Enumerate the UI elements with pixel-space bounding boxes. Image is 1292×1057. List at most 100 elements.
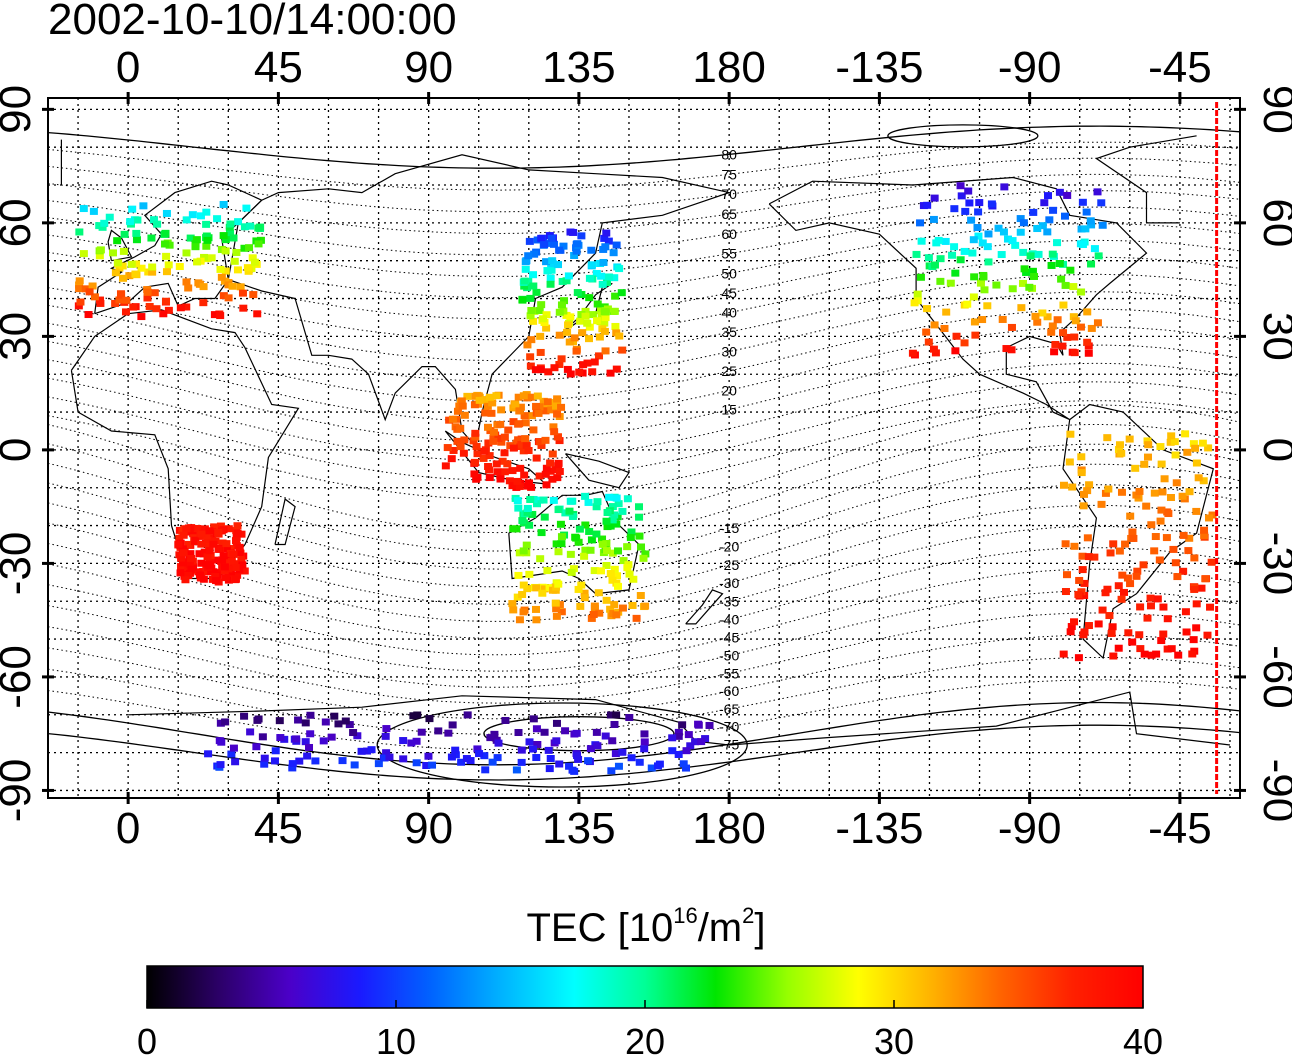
tec-point — [564, 321, 573, 329]
colorbar-title: TEC [1016/m2] — [0, 903, 1292, 950]
tec-point — [532, 725, 541, 733]
tec-point — [1157, 506, 1166, 514]
magnetic-latitude-line — [48, 273, 1240, 361]
tec-point — [233, 266, 242, 274]
tec-point — [227, 750, 236, 758]
tec-point — [1131, 464, 1140, 472]
tec-point — [1048, 250, 1057, 258]
tec-point — [153, 220, 162, 228]
tec-point — [549, 496, 558, 504]
tec-point — [960, 339, 969, 347]
tec-point — [212, 577, 221, 585]
tec-point — [243, 264, 252, 272]
tec-point — [532, 402, 541, 410]
tec-point — [113, 237, 122, 245]
tec-point — [75, 285, 84, 293]
tec-point — [182, 216, 191, 224]
tec-point — [219, 292, 228, 300]
bottom-lon-tick-label: 90 — [404, 804, 453, 853]
tec-point — [494, 434, 503, 442]
tec-point — [1189, 636, 1198, 644]
tec-point — [288, 760, 297, 768]
tec-point — [542, 464, 551, 472]
tec-point — [1058, 342, 1067, 350]
tec-point — [1181, 608, 1190, 616]
tec-point — [511, 401, 520, 409]
top-lon-tick-label: -45 — [1148, 43, 1212, 92]
tec-point — [1007, 346, 1016, 354]
tec-point — [521, 265, 530, 273]
magnetic-latitude-label: 55 — [721, 246, 737, 262]
tec-point — [448, 415, 457, 423]
tec-point — [946, 279, 955, 287]
tec-point — [520, 412, 529, 420]
tec-point — [449, 446, 458, 454]
colorbar-label-unit: /m — [697, 906, 743, 950]
tec-point — [509, 444, 518, 452]
tec-point — [522, 541, 531, 549]
tec-point — [525, 570, 534, 578]
tec-point — [209, 540, 218, 548]
tec-point — [1029, 272, 1038, 280]
tec-point — [98, 223, 107, 231]
tec-point — [330, 712, 339, 720]
axis-tick-labels: 0 45 90 135 180 -135 -90 -45 0 45 90 135 180 -135 -90 -… — [0, 43, 1292, 853]
tec-point — [1205, 514, 1214, 522]
tec-point — [292, 735, 301, 743]
left-lat-tick-label: 90 — [0, 85, 40, 134]
tec-point — [1135, 631, 1144, 639]
tec-point — [529, 282, 538, 290]
tec-point — [485, 452, 494, 460]
tec-point — [1135, 487, 1144, 495]
tec-point — [930, 261, 939, 269]
tec-point — [524, 447, 533, 455]
coastline — [60, 135, 1197, 224]
tec-point — [453, 437, 462, 445]
tec-point — [1204, 444, 1213, 452]
tec-point — [612, 611, 621, 619]
tec-point — [119, 247, 128, 255]
tec-point — [1109, 540, 1118, 548]
tec-point — [1188, 650, 1197, 658]
tec-point — [597, 567, 605, 575]
tec-point — [509, 418, 518, 426]
tec-point — [1132, 491, 1141, 499]
tec-point — [179, 531, 188, 539]
tec-point — [205, 527, 214, 535]
colorbar-label-exponent-2: 2 — [742, 903, 755, 928]
tec-point — [970, 273, 979, 281]
tec-data-points — [74, 102, 1219, 794]
tec-point — [338, 757, 347, 765]
right-lat-tick-label: 30 — [1254, 312, 1292, 361]
tec-point — [539, 496, 548, 504]
tec-point — [601, 314, 610, 322]
tec-point — [424, 752, 433, 760]
left-lat-tick-label: -60 — [0, 645, 40, 709]
tec-point — [229, 550, 238, 558]
magnetic-latitude-label: 25 — [721, 363, 737, 379]
tec-point — [207, 254, 216, 262]
magnetic-latitude-line — [48, 724, 1240, 781]
tec-point — [1199, 477, 1208, 485]
tec-point — [197, 559, 206, 567]
tec-point — [526, 495, 535, 503]
tec-point — [1075, 576, 1084, 584]
tec-point — [599, 258, 608, 266]
tec-point — [674, 732, 683, 740]
tec-point — [84, 311, 93, 319]
tec-point — [525, 237, 534, 245]
tec-point — [501, 716, 510, 724]
tec-point — [566, 550, 575, 558]
tec-point — [1078, 198, 1087, 206]
tec-point — [549, 240, 558, 248]
tec-point — [1002, 345, 1011, 353]
tec-point — [612, 241, 621, 249]
tec-point — [529, 715, 538, 723]
tec-point — [965, 199, 974, 207]
tec-point — [1170, 438, 1179, 446]
tec-point — [301, 719, 310, 727]
tec-point — [199, 299, 208, 307]
magnetic-latitude-line — [48, 404, 1240, 534]
tec-point — [980, 286, 989, 294]
tec-point — [1166, 438, 1175, 446]
